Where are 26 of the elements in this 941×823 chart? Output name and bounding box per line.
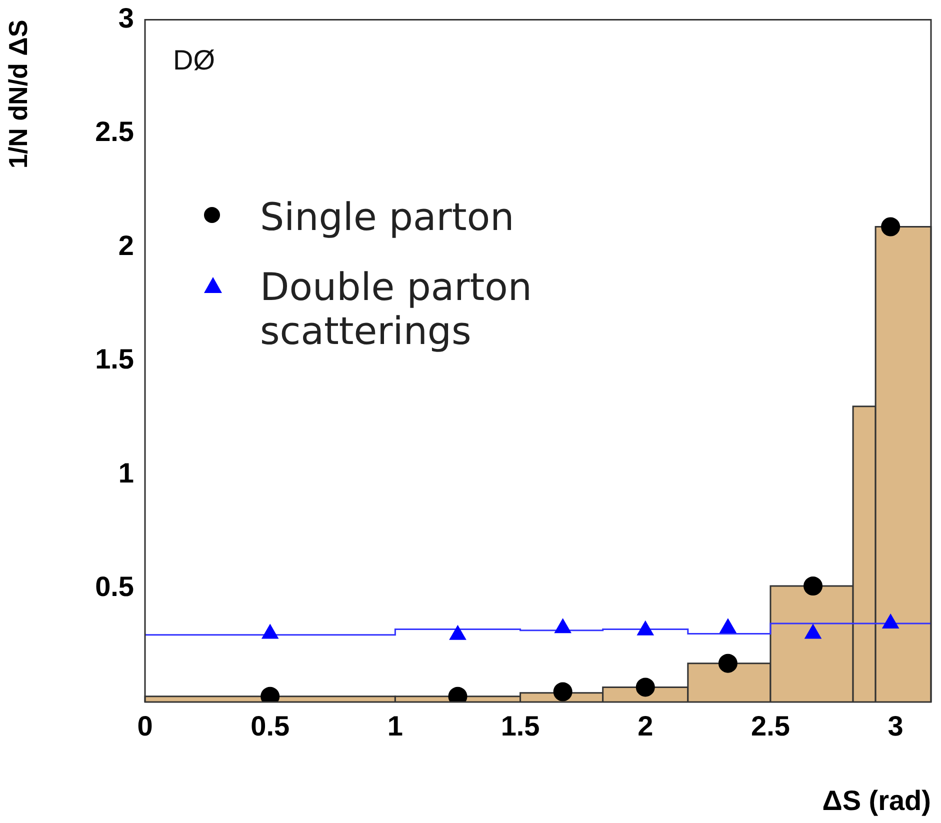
point xyxy=(881,217,900,236)
x-tick-label: 2.5 xyxy=(751,710,790,742)
annotation: DØ xyxy=(173,44,215,76)
point xyxy=(804,624,822,639)
x-tick-label: 1 xyxy=(387,710,403,742)
y-tick-label: 3 xyxy=(118,2,134,34)
y-tick-label: 2 xyxy=(118,230,134,261)
x-axis-title: ΔS (rad) xyxy=(822,784,931,816)
point xyxy=(637,620,654,636)
point xyxy=(449,625,466,640)
x-tick-label: 3 xyxy=(888,710,904,742)
y-tick-label: 1.5 xyxy=(95,344,134,375)
point xyxy=(882,614,899,629)
y-tick-label: 0.5 xyxy=(95,571,134,602)
point xyxy=(554,618,572,634)
y-tick-label: 2.5 xyxy=(95,116,134,148)
point xyxy=(262,624,278,639)
point xyxy=(720,618,736,634)
legend-label: Double parton scatterings xyxy=(260,265,533,353)
x-tick-label: 2 xyxy=(638,710,654,742)
x-tick-label: 1.5 xyxy=(500,710,540,742)
y-tick-label: 1 xyxy=(118,457,134,488)
legend-label: Single parton xyxy=(260,195,514,239)
y-axis-title: 1/N dN/d ΔS xyxy=(2,20,33,169)
x-tick-label: 0.5 xyxy=(250,710,290,742)
x-tick-label: 0 xyxy=(137,710,153,742)
